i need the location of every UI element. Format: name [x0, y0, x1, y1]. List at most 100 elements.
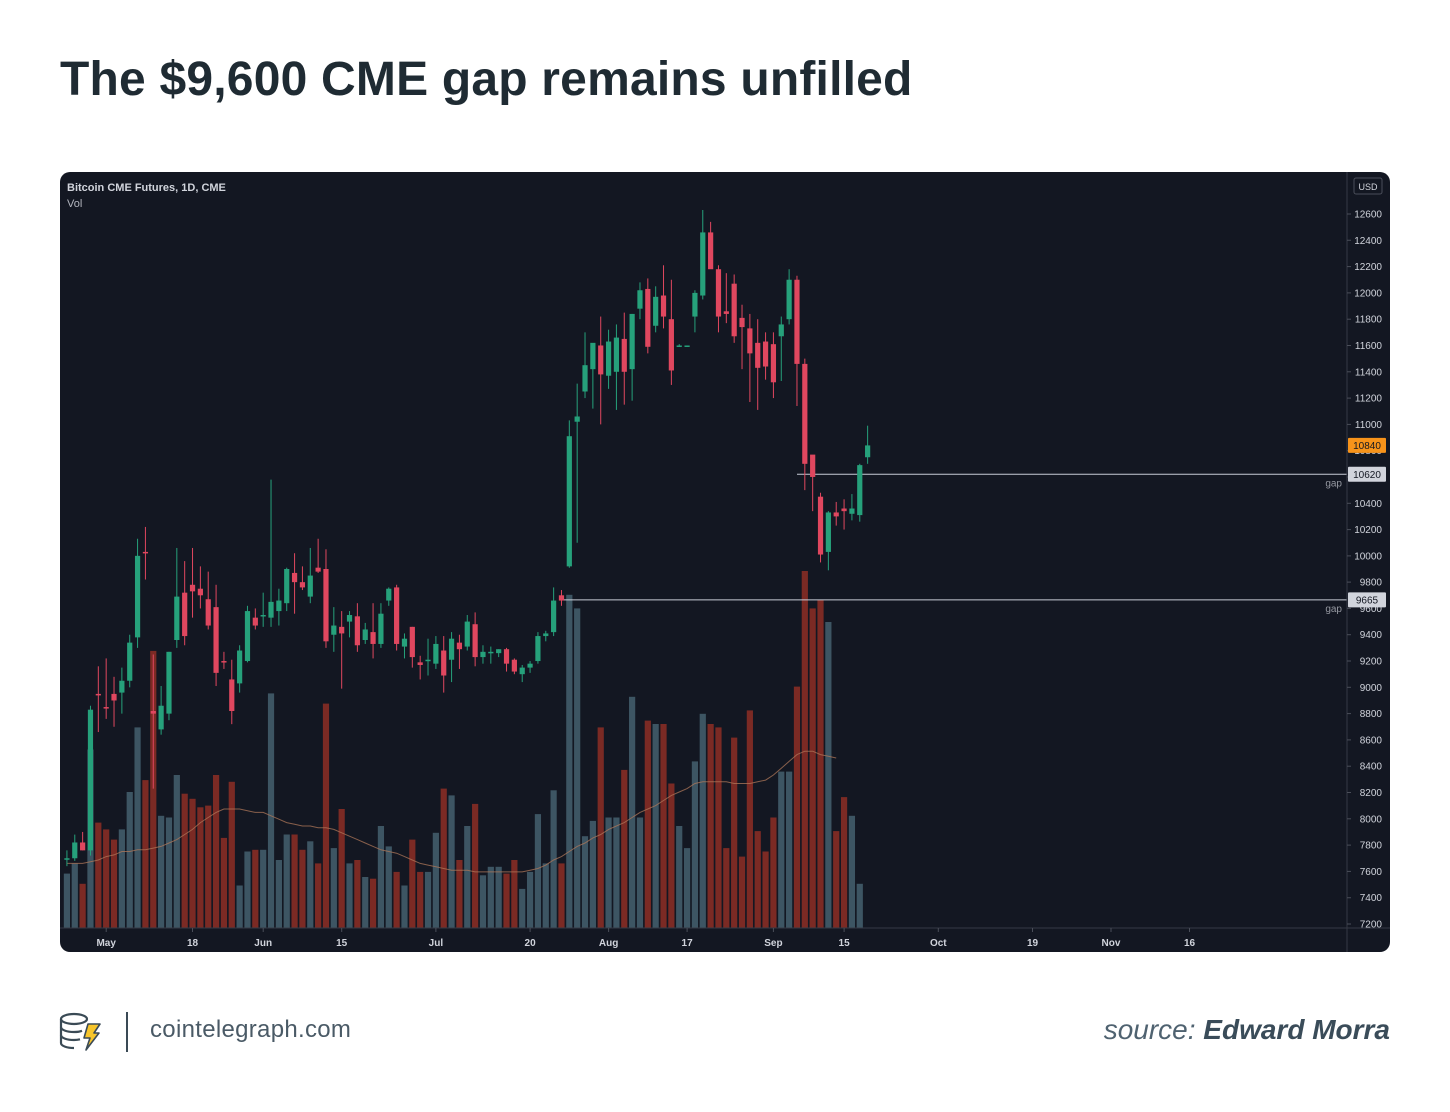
candle-body[interactable] [794, 279, 800, 364]
candle-body[interactable] [770, 344, 777, 383]
candle-body[interactable] [291, 572, 298, 583]
candle-body[interactable] [810, 454, 816, 477]
candle-body[interactable] [786, 279, 792, 320]
candle-body[interactable] [166, 651, 172, 714]
candle-body[interactable] [645, 288, 651, 347]
candle-body[interactable] [715, 269, 722, 317]
candle-body[interactable] [276, 600, 282, 612]
candle-body[interactable] [119, 680, 125, 693]
candle-body[interactable] [401, 638, 408, 647]
chart-panel[interactable]: gap gap 7200 7400 7600 7800 8000 8200 8400 8600 8… [60, 172, 1390, 952]
candle-body[interactable] [409, 626, 415, 658]
candle-body[interactable] [511, 659, 517, 672]
candle-body[interactable] [441, 650, 447, 676]
candle-body[interactable] [370, 632, 376, 644]
candle-body[interactable] [841, 508, 847, 512]
candle-body[interactable] [668, 319, 674, 371]
candle-body[interactable] [456, 642, 463, 650]
candle-body[interactable] [433, 643, 439, 664]
cointelegraph-logo-icon[interactable] [58, 1010, 102, 1052]
candle-body[interactable] [480, 651, 486, 658]
candle-body[interactable] [189, 584, 196, 592]
candle-body[interactable] [237, 650, 243, 684]
candle-body[interactable] [362, 629, 368, 640]
candle-body[interactable] [739, 317, 745, 328]
candle-body[interactable] [558, 595, 565, 601]
candle-body[interactable] [150, 711, 156, 714]
candle-body[interactable] [72, 842, 78, 859]
candle-body[interactable] [339, 626, 345, 634]
candle-body[interactable] [582, 365, 588, 392]
candle-body[interactable] [535, 636, 541, 662]
candle-body[interactable] [229, 679, 235, 711]
candle-body[interactable] [127, 642, 133, 681]
candle-body[interactable] [378, 613, 384, 644]
candle-body[interactable] [472, 624, 478, 658]
candle-body[interactable] [464, 621, 470, 647]
candle-body[interactable] [503, 649, 510, 664]
candle-body[interactable] [284, 569, 290, 604]
candle-body[interactable] [598, 345, 604, 375]
candle-body[interactable] [621, 338, 627, 372]
currency-button[interactable] [1353, 177, 1383, 195]
candle-body[interactable] [260, 615, 266, 617]
candle-body[interactable] [762, 341, 769, 367]
candle-body[interactable] [268, 601, 274, 618]
candle-body[interactable] [307, 575, 313, 597]
candle-body[interactable] [849, 508, 855, 514]
candle-body[interactable] [817, 496, 824, 555]
candle-body[interactable] [111, 693, 117, 701]
candle-body[interactable] [637, 290, 643, 309]
candle-body[interactable] [543, 633, 549, 637]
candle-body[interactable] [299, 582, 306, 588]
candle-body[interactable] [182, 592, 188, 637]
candle-body[interactable] [315, 567, 321, 572]
candle-body[interactable] [496, 649, 502, 654]
candle-body[interactable] [684, 345, 690, 347]
candle-body[interactable] [244, 611, 251, 662]
candle-body[interactable] [566, 436, 572, 567]
candle-body[interactable] [252, 617, 258, 626]
candle-body[interactable] [731, 283, 737, 337]
candle-body[interactable] [605, 341, 612, 376]
candle-body[interactable] [221, 661, 227, 663]
candle-body[interactable] [134, 555, 141, 638]
candle-body[interactable] [833, 512, 839, 517]
candle-body[interactable] [394, 587, 400, 644]
candle-body[interactable] [488, 651, 494, 654]
candle-body[interactable] [354, 616, 360, 646]
candle-body[interactable] [802, 363, 808, 464]
candle-body[interactable] [87, 709, 94, 851]
candle-body[interactable] [708, 232, 714, 270]
candle-body[interactable] [865, 445, 871, 458]
candle-body[interactable] [660, 295, 667, 317]
candle-body[interactable] [425, 659, 431, 662]
candle-body[interactable] [676, 345, 682, 347]
candle-body[interactable] [213, 607, 219, 673]
candle-body[interactable] [629, 313, 635, 370]
candle-body[interactable] [551, 600, 557, 633]
candle-body[interactable] [527, 663, 533, 668]
candle-body[interactable] [174, 596, 180, 640]
candle-body[interactable] [857, 465, 863, 516]
candle-body[interactable] [331, 625, 337, 635]
candle-body[interactable] [519, 667, 525, 675]
candle-body[interactable] [448, 638, 455, 660]
site-link[interactable]: cointelegraph.com [150, 1016, 352, 1043]
candle-body[interactable] [747, 328, 753, 354]
candle-body[interactable] [386, 588, 392, 601]
candle-body[interactable] [95, 693, 101, 696]
candle-body[interactable] [346, 615, 353, 622]
candle-body[interactable] [613, 337, 620, 372]
candle-body[interactable] [723, 311, 729, 314]
candle-body[interactable] [417, 662, 423, 665]
candle-body[interactable] [653, 296, 659, 326]
candle-body[interactable] [142, 551, 149, 554]
candle-body[interactable] [64, 858, 70, 860]
candle-body[interactable] [197, 588, 203, 596]
candle-body[interactable] [80, 842, 86, 851]
candle-body[interactable] [755, 342, 761, 368]
candle-body[interactable] [778, 324, 784, 337]
candle-body[interactable] [158, 705, 164, 730]
candle-body[interactable] [825, 512, 831, 552]
